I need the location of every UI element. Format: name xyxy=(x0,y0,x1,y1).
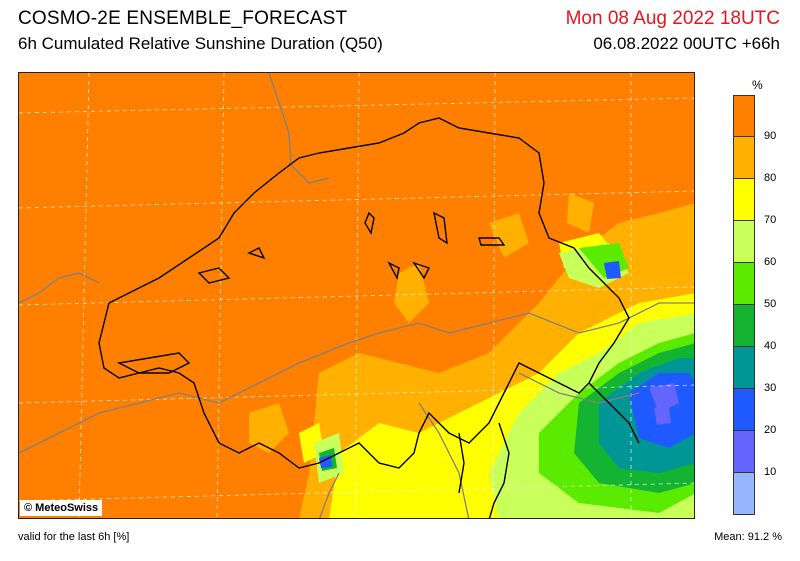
chart-title: COSMO-2E ENSEMBLE_FORECAST xyxy=(18,8,348,29)
copyright-label: © MeteoSwiss xyxy=(20,500,103,516)
legend-swatch xyxy=(733,305,755,347)
legend-tick-label: 90 xyxy=(764,130,777,142)
legend-tick-label: 60 xyxy=(764,256,777,268)
legend-swatch xyxy=(733,473,755,515)
legend-swatch xyxy=(733,263,755,305)
legend-tick-label: 80 xyxy=(764,172,777,184)
mean-value: Mean: 91.2 % xyxy=(714,531,782,543)
map-canvas xyxy=(19,73,694,518)
legend-swatch xyxy=(733,431,755,473)
legend-tick-label: 50 xyxy=(764,298,777,310)
legend-swatch xyxy=(733,347,755,389)
forecast-map[interactable] xyxy=(18,72,695,519)
legend-swatch xyxy=(733,389,755,431)
valid-date: Mon 08 Aug 2022 18UTC xyxy=(565,8,780,29)
legend-tick-label: 30 xyxy=(764,382,777,394)
legend-swatch xyxy=(733,221,755,263)
lat-lon-grid xyxy=(19,73,694,518)
legend-swatch xyxy=(733,179,755,221)
legend-unit: % xyxy=(752,78,763,92)
chart-subtitle: 6h Cumulated Relative Sunshine Duration … xyxy=(18,34,383,53)
legend-swatch xyxy=(733,95,755,137)
color-legend xyxy=(733,95,755,515)
legend-tick-label: 70 xyxy=(764,214,777,226)
regional-borders xyxy=(19,73,694,518)
country-border xyxy=(98,117,640,518)
run-time: 06.08.2022 00UTC +66h xyxy=(593,34,780,53)
legend-tick-label: 10 xyxy=(764,466,777,478)
valid-period-label: valid for the last 6h [%] xyxy=(18,531,130,543)
legend-swatch xyxy=(733,137,755,179)
legend-tick-label: 20 xyxy=(764,424,777,436)
sunshine-field-10-20 xyxy=(649,383,679,425)
legend-tick-label: 40 xyxy=(764,340,777,352)
